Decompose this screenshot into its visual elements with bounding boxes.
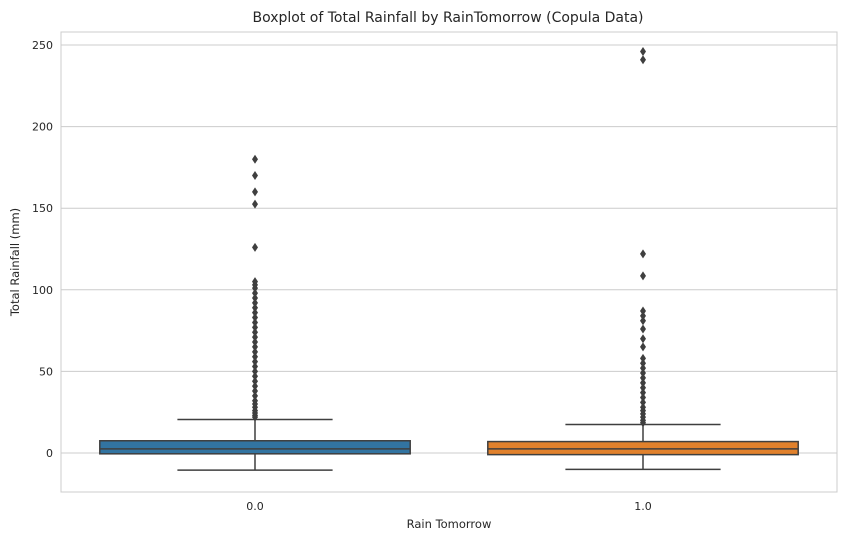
y-tick-label: 100 <box>32 284 53 297</box>
box-group <box>99 154 411 471</box>
outlier-point <box>252 381 258 391</box>
chart-title: Boxplot of Total Rainfall by RainTomorro… <box>252 10 643 26</box>
outlier-point <box>640 373 646 383</box>
box-iqr <box>487 440 799 456</box>
outlier-point <box>640 378 646 388</box>
outlier-point <box>640 311 646 321</box>
outlier-point <box>640 383 646 393</box>
y-tick-label: 50 <box>39 365 53 378</box>
y-axis-ticks: 0 50 100 150 200 250 <box>32 39 53 460</box>
x-tick-label: 1.0 <box>634 500 652 513</box>
outlier-point <box>252 376 258 386</box>
gridlines <box>61 44 837 454</box>
outlier-point <box>640 353 646 363</box>
outlier-point <box>640 358 646 368</box>
outlier-point <box>252 303 258 313</box>
outlier-point <box>252 308 258 318</box>
outlier-point <box>252 317 258 327</box>
outlier-point <box>640 316 646 326</box>
outlier-point <box>252 154 258 164</box>
outlier-point <box>252 337 258 347</box>
outlier-point <box>252 327 258 337</box>
outlier-point <box>252 371 258 381</box>
outlier-point <box>640 368 646 378</box>
outlier-point <box>252 242 258 252</box>
x-axis-ticks: 0.0 1.0 <box>246 500 652 513</box>
y-tick-label: 200 <box>32 121 53 134</box>
outlier-point <box>252 362 258 372</box>
outlier-point <box>252 288 258 298</box>
outlier-point <box>640 324 646 334</box>
outlier-point <box>640 306 646 316</box>
outlier-point <box>640 55 646 65</box>
outlier-point <box>252 357 258 367</box>
x-axis-label: Rain Tomorrow <box>407 517 492 531</box>
outlier-point <box>252 412 258 422</box>
outlier-point <box>640 418 646 428</box>
outlier-point <box>640 271 646 281</box>
y-axis-label: Total Rainfall (mm) <box>8 208 22 317</box>
outlier-point <box>252 391 258 401</box>
outlier-point <box>252 171 258 181</box>
outlier-point <box>640 249 646 259</box>
outlier-point <box>252 347 258 357</box>
outlier-point <box>252 352 258 362</box>
outlier-point <box>640 334 646 344</box>
outlier-point <box>640 342 646 352</box>
box-iqr <box>99 440 411 455</box>
x-tick-label: 0.0 <box>246 500 264 513</box>
outlier-point <box>252 293 258 303</box>
outlier-point <box>252 313 258 323</box>
outlier-point <box>252 187 258 197</box>
outlier-point <box>252 342 258 352</box>
y-tick-label: 0 <box>46 447 53 460</box>
boxes <box>99 47 799 471</box>
outlier-point <box>252 283 258 293</box>
outlier-point <box>640 363 646 373</box>
y-tick-label: 250 <box>32 39 53 52</box>
outlier-point <box>640 393 646 403</box>
y-tick-label: 150 <box>32 202 53 215</box>
outlier-point <box>252 322 258 332</box>
outlier-point <box>252 199 258 209</box>
outlier-point <box>640 397 646 407</box>
outlier-point <box>252 332 258 342</box>
outlier-point <box>252 298 258 308</box>
outlier-point <box>252 386 258 396</box>
outlier-point <box>252 366 258 376</box>
plot-area <box>60 31 838 493</box>
outlier-point <box>640 388 646 398</box>
outlier-point <box>640 47 646 57</box>
box-group <box>487 47 799 471</box>
